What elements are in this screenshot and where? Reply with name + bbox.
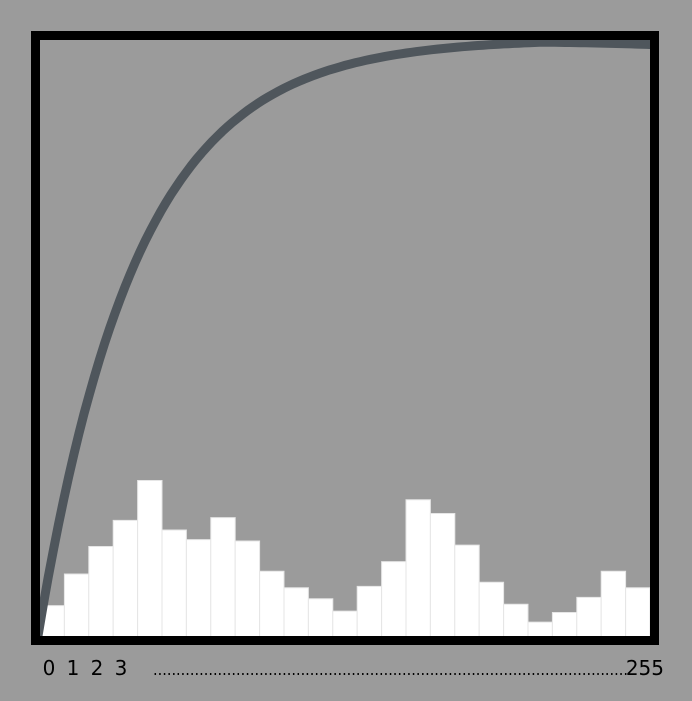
histogram-bar — [307, 598, 334, 641]
tone-curve — [33, 37, 657, 641]
histogram-bar — [356, 585, 383, 641]
histogram-bar — [551, 612, 578, 641]
x-axis-labels: 0 1 2 3 ................................… — [43, 656, 664, 680]
x-tick-label: 3 — [115, 656, 128, 680]
histogram-bar — [112, 519, 139, 641]
histogram-bar — [405, 499, 431, 641]
histogram-bar — [503, 603, 529, 641]
histogram-bar — [88, 546, 114, 641]
histogram-bar — [161, 529, 187, 641]
histogram-bar — [576, 596, 602, 641]
histogram-bar — [454, 544, 480, 641]
histogram-bar — [429, 513, 456, 641]
histogram-bar — [600, 570, 627, 641]
histogram-bar — [259, 570, 285, 641]
histogram-bar — [210, 517, 236, 641]
x-tick-label: 2 — [91, 656, 104, 680]
x-end-label: 255 — [626, 656, 664, 680]
histogram-bar — [381, 561, 407, 641]
histogram-bar — [234, 540, 261, 641]
x-axis-ellipsis: ........................................… — [153, 660, 628, 679]
histogram-bar — [283, 587, 309, 641]
histogram-bar — [478, 581, 505, 641]
x-tick-label: 0 — [43, 656, 56, 680]
histogram-bar — [185, 539, 212, 641]
plot-frame — [31, 31, 659, 645]
x-tick-label: 1 — [67, 656, 80, 680]
histogram-bar — [332, 610, 358, 641]
histogram-bars — [39, 480, 651, 641]
histogram-bar — [63, 573, 90, 641]
histogram-bar — [137, 480, 163, 641]
histogram-bar — [625, 587, 651, 641]
